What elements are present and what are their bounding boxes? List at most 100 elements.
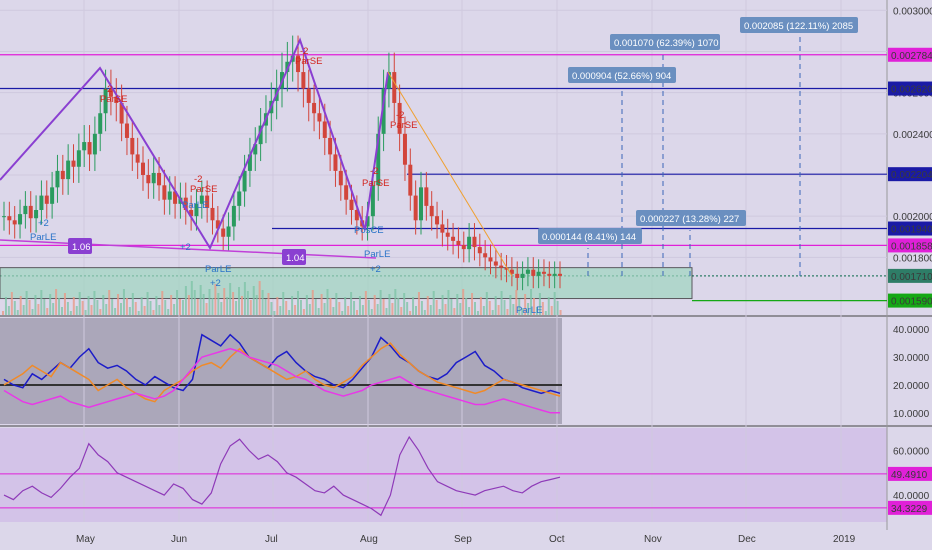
candle-body[interactable] [189, 210, 194, 217]
candle-body[interactable] [157, 172, 162, 186]
candle-body[interactable] [467, 236, 472, 250]
candle-body[interactable] [151, 172, 156, 184]
candle-body[interactable] [456, 240, 461, 245]
candle-body[interactable] [231, 205, 236, 227]
candle-body[interactable] [504, 267, 509, 270]
candle-body[interactable] [2, 216, 6, 218]
candle-body[interactable] [317, 113, 322, 122]
candle-body[interactable] [520, 273, 525, 278]
candle-body[interactable] [253, 144, 258, 155]
candle-body[interactable] [440, 224, 445, 233]
candle-body[interactable] [66, 160, 71, 180]
candle-body[interactable] [141, 162, 145, 175]
candle-body[interactable] [306, 88, 311, 103]
candle-body[interactable] [205, 195, 210, 208]
candle-body[interactable] [397, 102, 402, 134]
candle-body[interactable] [488, 257, 493, 262]
candle-body[interactable] [333, 154, 338, 171]
candle-body[interactable] [167, 191, 172, 200]
candle-body[interactable] [429, 205, 434, 217]
candle-body[interactable] [493, 261, 498, 266]
candle-body[interactable] [173, 191, 178, 204]
candle-body[interactable] [381, 88, 386, 134]
candle-body[interactable] [242, 170, 247, 192]
candle-body[interactable] [28, 205, 33, 219]
candle-body[interactable] [76, 150, 81, 167]
candle-body[interactable] [237, 191, 242, 206]
candle-body[interactable] [402, 133, 407, 165]
candle-body[interactable] [247, 154, 252, 171]
candle-body[interactable] [194, 203, 199, 217]
candle-body[interactable] [87, 142, 92, 155]
candle-body[interactable] [7, 216, 12, 221]
candle-body[interactable] [552, 273, 557, 276]
candle-body[interactable] [34, 210, 39, 219]
candle-body[interactable] [210, 207, 215, 221]
candle-body[interactable] [386, 72, 391, 89]
candle-body[interactable] [135, 154, 140, 163]
candle-body[interactable] [124, 123, 129, 138]
candle-body[interactable] [461, 245, 466, 250]
candle-body[interactable] [18, 214, 23, 225]
candle-body[interactable] [547, 273, 552, 276]
candle-body[interactable] [376, 133, 381, 186]
candle-body[interactable] [108, 88, 113, 97]
candle-body[interactable] [92, 133, 97, 155]
candle-body[interactable] [296, 55, 301, 73]
candle-body[interactable] [39, 195, 44, 210]
candle-body[interactable] [103, 88, 108, 114]
candle-body[interactable] [370, 185, 375, 217]
candle-body[interactable] [344, 185, 349, 200]
candle-body[interactable] [392, 72, 397, 103]
candle-body[interactable] [515, 273, 520, 278]
candle-body[interactable] [130, 137, 135, 155]
candle-body[interactable] [509, 269, 514, 274]
candle-body[interactable] [301, 72, 306, 89]
candle-body[interactable] [114, 96, 119, 103]
candle-body[interactable] [424, 187, 429, 206]
candle-body[interactable] [445, 232, 450, 237]
zigzag-pattern[interactable] [0, 37, 389, 251]
candle-body[interactable] [451, 236, 456, 241]
candle-body[interactable] [413, 195, 418, 221]
candle-body[interactable] [525, 269, 530, 274]
candle-body[interactable] [472, 236, 477, 248]
candle-body[interactable] [12, 220, 17, 225]
candle-body[interactable] [226, 226, 231, 237]
candle-body[interactable] [50, 187, 55, 204]
candle-body[interactable] [338, 170, 343, 186]
candle-body[interactable] [499, 265, 504, 268]
candle-body[interactable] [23, 205, 28, 215]
candle-body[interactable] [477, 247, 482, 254]
candle-body[interactable] [536, 271, 541, 276]
candle-body[interactable] [71, 160, 76, 167]
candle-body[interactable] [119, 102, 124, 124]
candle-body[interactable] [435, 216, 440, 225]
candle-body[interactable] [419, 187, 423, 221]
range-box[interactable] [0, 267, 693, 300]
candle-body[interactable] [312, 102, 317, 114]
candle-body[interactable] [531, 269, 536, 276]
candle-body[interactable] [483, 253, 488, 258]
candle-body[interactable] [183, 197, 188, 210]
candle-body[interactable] [82, 142, 87, 151]
candle-body[interactable] [146, 175, 151, 184]
candle-body[interactable] [322, 121, 327, 138]
candle-body[interactable] [98, 113, 103, 134]
candle-body[interactable] [354, 210, 359, 221]
candle-body[interactable] [199, 195, 204, 204]
candle-body[interactable] [221, 228, 226, 237]
candle-body[interactable] [541, 271, 546, 274]
candle-body[interactable] [558, 273, 562, 276]
candle-body[interactable] [60, 170, 65, 180]
candle-body[interactable] [162, 185, 167, 200]
candle-body[interactable] [55, 170, 60, 188]
candle-body[interactable] [349, 199, 354, 210]
candle-body[interactable] [44, 195, 49, 204]
candle-body[interactable] [365, 216, 370, 227]
candle-body[interactable] [215, 220, 220, 229]
candle-body[interactable] [328, 137, 333, 155]
trendline[interactable] [0, 239, 377, 259]
trendline[interactable] [387, 71, 513, 277]
